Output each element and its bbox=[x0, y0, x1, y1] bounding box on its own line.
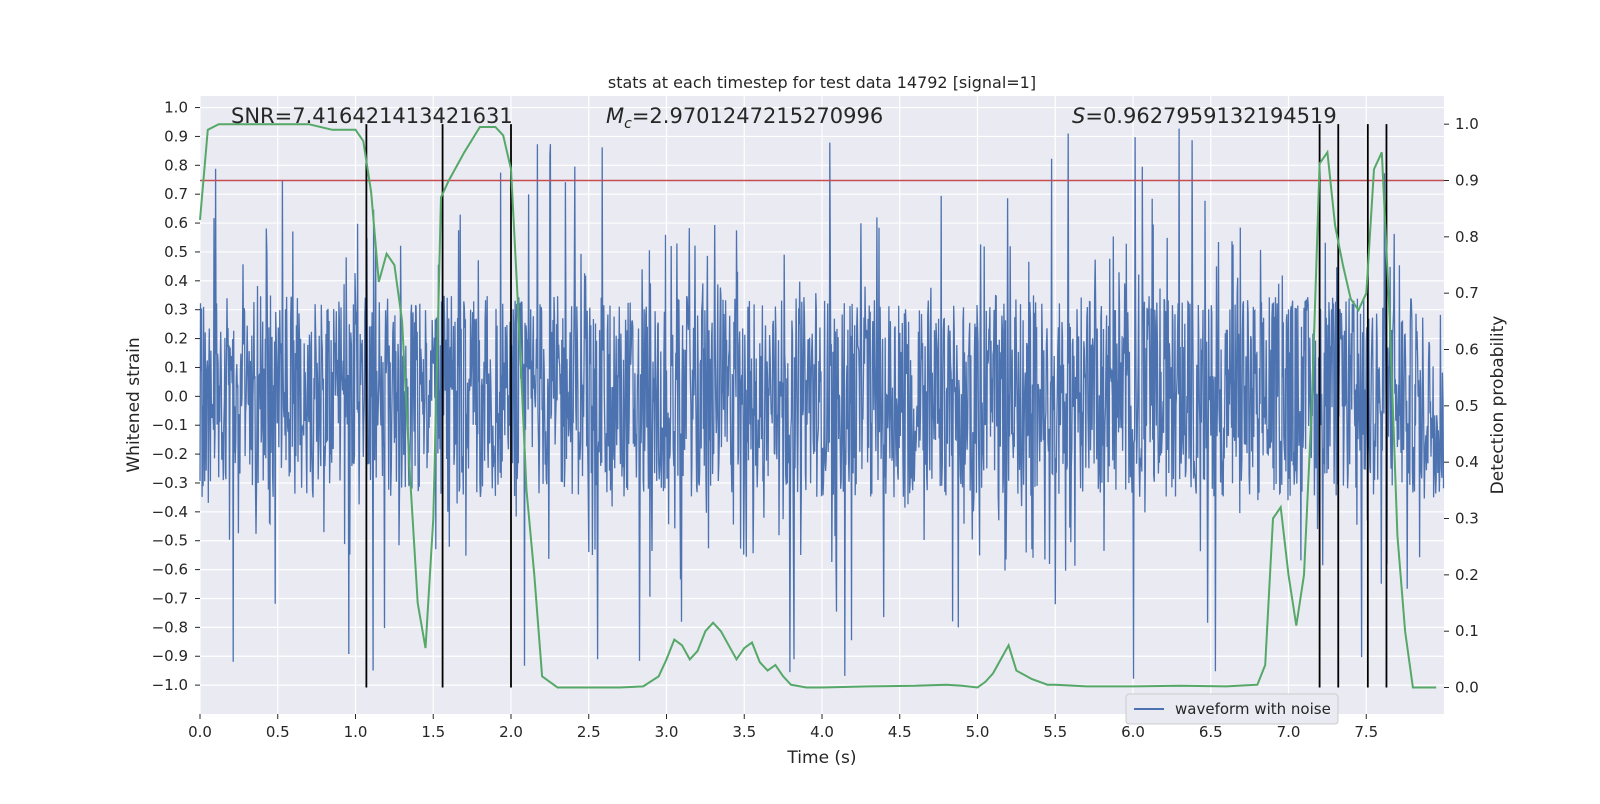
y-tick-label: 0.6 bbox=[164, 214, 188, 232]
s-annotation: S=0.9627959132194519 bbox=[1072, 104, 1337, 128]
y2-tick-label: 0.3 bbox=[1455, 510, 1479, 528]
y-tick-label: −0.9 bbox=[152, 647, 188, 665]
y-tick-label: −0.2 bbox=[152, 445, 188, 463]
y2-tick-label: 0.2 bbox=[1455, 566, 1479, 584]
y2-tick-label: 0.6 bbox=[1455, 341, 1479, 359]
x-tick-label: 4.5 bbox=[888, 723, 912, 741]
y2-tick-label: 0.1 bbox=[1455, 622, 1479, 640]
x-tick-label: 0.0 bbox=[188, 723, 212, 741]
x-tick-label: 2.5 bbox=[577, 723, 601, 741]
y-tick-label: −0.5 bbox=[152, 532, 188, 550]
y-tick-label: −0.1 bbox=[152, 416, 188, 434]
y-tick-label: 0.3 bbox=[164, 301, 188, 319]
y-axis-label: Whitened strain bbox=[124, 337, 144, 472]
probability-series bbox=[199, 123, 1437, 689]
y2-tick-label: 0.7 bbox=[1455, 284, 1479, 302]
y-tick-label: 0.5 bbox=[164, 243, 188, 261]
y-tick-label: −0.4 bbox=[152, 503, 188, 521]
y-tick-label: 0.8 bbox=[164, 156, 188, 174]
y2-tick-label: 0.5 bbox=[1455, 397, 1479, 415]
y-tick-label: −0.6 bbox=[152, 561, 188, 579]
legend: waveform with noise bbox=[1125, 693, 1339, 725]
axis-ticks: 0.0 0.5 1.0 1.5 2.0 2.5 3.0 3.5 4.0 4.5 5.0 5.5 6.0 6… bbox=[152, 99, 1479, 741]
y-tick-label: −0.3 bbox=[152, 474, 188, 492]
x-tick-label: 1.5 bbox=[421, 723, 445, 741]
x-tick-label: 5.5 bbox=[1043, 723, 1067, 741]
y2-axis-label: Detection probability bbox=[1488, 316, 1508, 495]
chart-title: stats at each timestep for test data 147… bbox=[608, 73, 1036, 92]
x-tick-label: 1.0 bbox=[344, 723, 368, 741]
x-tick-label: 4.0 bbox=[810, 723, 834, 741]
snr-annotation: SNR=7.416421413421631 bbox=[231, 104, 513, 128]
y-tick-label: 1.0 bbox=[164, 99, 188, 117]
legend-box bbox=[1125, 693, 1339, 725]
y2-tick-label: 0.4 bbox=[1455, 453, 1479, 471]
x-tick-label: 0.5 bbox=[266, 723, 290, 741]
x-tick-label: 6.0 bbox=[1121, 723, 1145, 741]
x-tick-label: 5.0 bbox=[966, 723, 990, 741]
y-tick-label: 0.2 bbox=[164, 330, 188, 348]
x-tick-label: 7.0 bbox=[1277, 723, 1301, 741]
x-tick-label: 6.5 bbox=[1199, 723, 1223, 741]
y2-tick-label: 0.8 bbox=[1455, 228, 1479, 246]
detection-vlines bbox=[365, 124, 1388, 688]
x-tick-label: 7.5 bbox=[1354, 723, 1378, 741]
chirp-mass-annotation: Mc=2.9701247215270996 bbox=[606, 104, 883, 132]
probability-line bbox=[199, 123, 1437, 689]
y-tick-label: 0.7 bbox=[164, 185, 188, 203]
y-tick-label: 0.0 bbox=[164, 387, 188, 405]
y-tick-label: 0.9 bbox=[164, 127, 188, 145]
y-tick-label: 0.1 bbox=[164, 358, 188, 376]
y-tick-label: −1.0 bbox=[152, 676, 188, 694]
x-tick-label: 3.0 bbox=[655, 723, 679, 741]
y2-tick-label: 0.9 bbox=[1455, 172, 1479, 190]
legend-label: waveform with noise bbox=[1175, 700, 1331, 718]
y2-tick-label: 1.0 bbox=[1455, 115, 1479, 133]
y-tick-label: 0.4 bbox=[164, 272, 188, 290]
x-tick-label: 2.0 bbox=[499, 723, 523, 741]
x-axis-label: Time (s) bbox=[786, 748, 856, 768]
y-tick-label: −0.8 bbox=[152, 618, 188, 636]
y-tick-label: −0.7 bbox=[152, 589, 188, 607]
y2-tick-label: 0.0 bbox=[1455, 679, 1479, 697]
x-tick-label: 3.5 bbox=[732, 723, 756, 741]
